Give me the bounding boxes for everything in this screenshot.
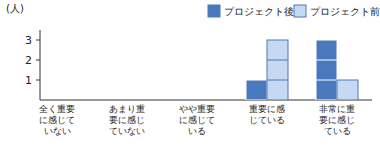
bar-unit-divider <box>267 80 288 81</box>
bar-unit-divider <box>316 80 337 81</box>
x-tick-label-line: 重要に感 <box>249 104 285 114</box>
y-tick <box>36 40 40 41</box>
bar <box>40 100 57 101</box>
x-tick-label: 重要に感じている <box>249 104 285 125</box>
x-tick-label-line: 非常に重 <box>319 104 355 114</box>
bar <box>337 80 358 100</box>
y-tick <box>36 60 40 61</box>
x-tick-label-line: いる <box>188 126 206 136</box>
y-tick-label: 2 <box>25 54 32 67</box>
y-label: (人) <box>6 3 24 14</box>
bar <box>106 100 127 101</box>
bar-unit-divider <box>316 60 337 61</box>
bar <box>176 100 197 101</box>
x-tick-label-line: ている <box>324 126 351 136</box>
x-tick-label-line: 全く重要 <box>39 104 75 114</box>
chart-root: 123(人)全く重要に感じていないあまり重要に感じていないやや重要に感じている重… <box>0 0 380 165</box>
x-tick-label-line: やや重要 <box>179 104 215 114</box>
chart: 123(人)全く重要に感じていないあまり重要に感じていないやや重要に感じている重… <box>0 0 380 165</box>
bar <box>197 100 218 101</box>
x-tick-label-line: に感じて <box>39 115 75 125</box>
y-tick-label: 1 <box>25 74 32 87</box>
x-tick-label-line: いない <box>44 126 71 136</box>
x-tick-label: あまり重要に感じていない <box>109 104 145 136</box>
x-tick-label-line: 要に感じ <box>319 115 355 125</box>
x-tick-label-line: ていない <box>109 126 145 136</box>
bar <box>267 40 288 100</box>
legend-swatch <box>208 5 220 17</box>
x-tick-label: 非常に重要に感じている <box>319 104 355 136</box>
x-tick-label-line: あまり重 <box>109 104 145 114</box>
legend-label: プロジェクト後 <box>224 6 294 17</box>
y-tick <box>36 80 40 81</box>
x-tick-label-line: じている <box>249 115 285 125</box>
x-tick-label: やや重要に感じている <box>179 104 215 136</box>
y-tick-label: 3 <box>25 34 32 47</box>
x-tick-label-line: に感じて <box>179 115 215 125</box>
x-tick-label: 全く重要に感じていない <box>39 104 75 136</box>
bars <box>246 40 358 100</box>
x-tick-label-line: 要に感じ <box>109 115 145 125</box>
bar-unit-divider <box>267 60 288 61</box>
bar <box>316 40 337 100</box>
bar <box>127 100 148 101</box>
legend-label: プロジェクト前 <box>310 6 380 17</box>
bar <box>246 80 267 100</box>
bar <box>57 100 78 101</box>
legend-swatch <box>294 5 306 17</box>
